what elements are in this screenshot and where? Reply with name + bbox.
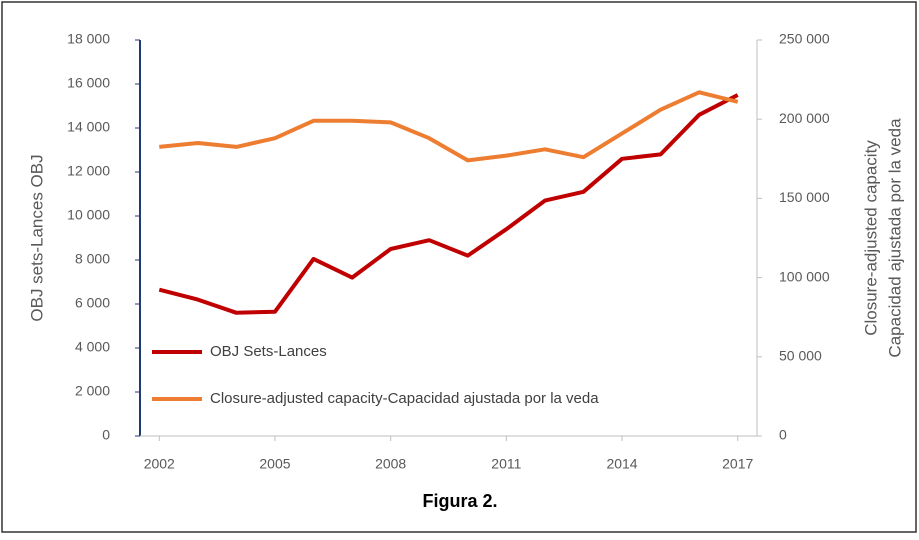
y-tick-label: 0 [102,427,110,443]
y-tick-label: 18 000 [67,31,110,47]
legend-label: OBJ Sets-Lances [210,343,327,360]
y-tick-label: 10 000 [67,207,110,223]
x-tick-label: 2014 [606,456,637,472]
y-tick-label: 12 000 [67,163,110,179]
x-tick-label: 2005 [259,456,290,472]
x-tick-label: 2011 [491,456,521,472]
caption: Figura 2. [422,491,497,511]
y2-axis-title: Capacidad ajustada por la veda [885,118,904,358]
x-tick-label: 2002 [144,456,175,472]
y2-tick-label: 150 000 [779,189,830,205]
y-tick-label: 14 000 [67,119,110,135]
y-tick-label: 6 000 [75,295,110,311]
y-tick-label: 16 000 [67,75,110,91]
series-line [158,93,739,315]
y-axis-title: OBJ sets-Lances OBJ [27,154,46,321]
y-tick-label: 4 000 [75,339,110,355]
x-tick-label: 2008 [375,456,406,472]
legend-label: Closure-adjusted capacity-Capacidad ajus… [210,390,599,407]
x-tick-label: 2017 [722,456,753,472]
y-tick-label: 2 000 [75,383,110,399]
y2-tick-label: 50 000 [779,348,822,364]
y2-tick-label: 0 [779,427,787,443]
y-tick-label: 8 000 [75,251,110,267]
y2-axis-title: Closure-adjusted capacity [861,140,880,336]
y2-tick-label: 200 000 [779,110,830,126]
series-line [159,90,739,163]
y2-tick-label: 100 000 [779,268,830,284]
y2-tick-label: 250 000 [779,31,830,47]
